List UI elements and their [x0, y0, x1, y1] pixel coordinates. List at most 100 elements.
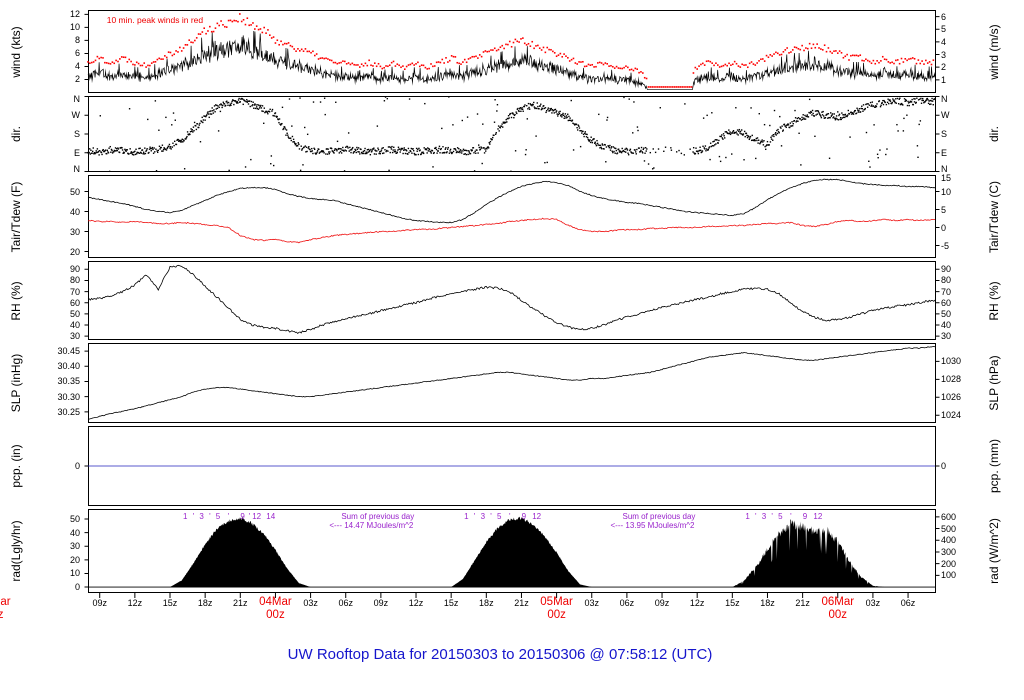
ytick-right-slp-1: 1028 — [941, 374, 962, 385]
ytick-left-pcp-0: 0 — [74, 461, 80, 471]
ytick-left-wind-2: 8 — [74, 35, 80, 46]
rad-hour-mark-13: ' — [490, 512, 492, 521]
ytick-right-wind-5: 1 — [941, 74, 947, 85]
ytick-left-dir-0: N — [73, 94, 81, 104]
ytick-left-rh-5: 40 — [69, 320, 80, 330]
xtick-label-2: 15z — [162, 598, 178, 608]
ytick-right-wind-1: 5 — [941, 24, 947, 35]
ytick-left-rad-5: 0 — [74, 582, 80, 593]
ylabel-right-rh: RH (%) — [987, 280, 1001, 321]
ytick-right-wind-0: 6 — [941, 11, 947, 22]
ytick-left-rh-6: 30 — [69, 331, 80, 342]
ytick-left-rad-1: 40 — [69, 527, 80, 538]
date-label-z-2: 00z — [547, 609, 566, 621]
xtick-label-18: 21z — [795, 598, 810, 608]
rad-hour-mark-1: ' — [192, 512, 195, 521]
xtick-label-1: 12z — [127, 598, 143, 608]
ytick-left-tair-0: 50 — [69, 186, 80, 197]
panel-plot-slp — [80, 343, 943, 423]
rad-hour-mark-21: ' — [771, 512, 773, 521]
ytick-right-dir-0: N — [941, 94, 948, 104]
rad-hour-mark-18: 1 — [745, 512, 750, 521]
panel-plot-tair — [80, 175, 943, 258]
ylabel-left-rh: RH (%) — [9, 280, 23, 321]
rad-hour-mark-15: ' — [508, 512, 511, 521]
rad-sum-line2-1: <--- 13.95 MJoules/m^2 — [610, 521, 695, 530]
ytick-left-slp-2: 30.35 — [57, 376, 80, 387]
ytick-left-wind-5: 2 — [74, 74, 80, 85]
xtick-label-3: 18z — [197, 598, 213, 608]
ytick-right-tair-3: 0 — [941, 222, 947, 233]
ylabel-right-wind: wind (m/s) — [987, 23, 1001, 80]
ytick-left-slp-3: 30.30 — [57, 391, 80, 402]
chart-title: UW Rooftop Data for 20150303 to 20150306… — [287, 646, 713, 663]
xtick-label-8: 12z — [408, 598, 424, 608]
ytick-right-tair-1: 10 — [941, 186, 952, 197]
ytick-left-slp-1: 30.40 — [57, 361, 80, 372]
ytick-right-dir-1: W — [941, 110, 950, 121]
ytick-right-wind-4: 2 — [941, 62, 947, 73]
rad-hour-mark-5: ' — [227, 512, 230, 521]
rad-hour-mark-10: 1 — [464, 512, 469, 521]
xtick-label-7: 09z — [373, 598, 389, 608]
rad-hour-mark-14: 5 — [496, 512, 502, 521]
ytick-left-dir-4: N — [73, 164, 81, 174]
ytick-left-tair-1: 40 — [69, 206, 80, 217]
ytick-left-tair-3: 20 — [69, 246, 80, 257]
rad-hour-mark-25: 12 — [813, 512, 823, 521]
ytick-left-dir-2: S — [73, 129, 80, 139]
xtick-label-11: 21z — [514, 598, 529, 608]
ylabel-right-pcp: pcp. (mm) — [987, 439, 1001, 493]
rad-hour-mark-22: 5 — [778, 512, 783, 521]
wind-peak-note: 10 min. peak winds in red — [106, 15, 204, 25]
xtick-label-19: 03z — [865, 598, 881, 608]
ytick-left-dir-3: E — [73, 147, 80, 158]
ytick-right-rad-0: 600 — [941, 511, 957, 522]
ytick-right-wind-2: 4 — [941, 36, 947, 47]
ytick-left-rad-4: 10 — [69, 568, 80, 579]
date-label-month-1: 04Mar — [259, 596, 292, 608]
panel-plot-rad — [80, 509, 943, 603]
rad-sum-line1-1: Sum of previous day — [622, 512, 696, 521]
rad-hour-mark-2: 3 — [199, 512, 204, 521]
ylabel-left-pcp: pcp. (in) — [9, 444, 23, 488]
rad-sum-line1-0: Sum of previous day — [341, 512, 415, 521]
ytick-left-rh-2: 70 — [69, 286, 80, 297]
rad-hour-mark-6: 9 — [240, 512, 245, 521]
date-label-z-3: 00z — [828, 609, 848, 621]
ytick-right-rh-3: 60 — [941, 297, 952, 308]
date-label-z-1: 00z — [266, 609, 285, 621]
xtick-label-0: 09z — [92, 598, 107, 608]
rad-hour-mark-16: 9 — [521, 512, 527, 521]
ytick-left-rh-4: 50 — [69, 308, 80, 319]
rad-hour-mark-8: 12 — [252, 512, 262, 521]
rad-hour-mark-24: 9 — [802, 512, 808, 521]
ytick-right-rh-6: 30 — [941, 331, 952, 342]
ytick-left-slp-0: 30.45 — [57, 346, 80, 357]
date-label-month-2: 05Mar — [540, 596, 573, 608]
date-label-month-0: 03Mar — [0, 596, 11, 608]
date-label-month-3: 06Mar — [821, 596, 855, 608]
xtick-label-13: 06z — [619, 598, 635, 608]
panel-plot-wind — [80, 10, 943, 93]
rad-hour-mark-11: ' — [473, 512, 476, 521]
ytick-right-dir-4: N — [941, 164, 948, 174]
ylabel-right-rad: rad (W/m^2) — [987, 518, 1001, 584]
ylabel-left-wind: wind (kts) — [9, 25, 23, 78]
ytick-left-slp-4: 30.25 — [57, 406, 80, 417]
ytick-left-dir-1: W — [71, 110, 81, 121]
ytick-left-wind-4: 4 — [74, 61, 80, 72]
ytick-left-rad-3: 20 — [69, 554, 80, 565]
ytick-right-rh-5: 40 — [941, 320, 952, 330]
ylabel-right-dir: dir. — [987, 125, 1001, 143]
xtick-label-16: 15z — [725, 598, 740, 608]
rad-hour-mark-19: ' — [754, 512, 757, 521]
xtick-label-10: 18z — [479, 598, 494, 608]
xtick-label-4: 21z — [233, 598, 248, 608]
rad-hour-mark-20: 3 — [761, 512, 767, 521]
ytick-right-rad-4: 200 — [941, 558, 957, 569]
date-label-z-0: 00z — [0, 609, 4, 621]
ylabel-right-slp: SLP (hPa) — [987, 355, 1001, 411]
ytick-right-rad-2: 400 — [941, 535, 957, 546]
